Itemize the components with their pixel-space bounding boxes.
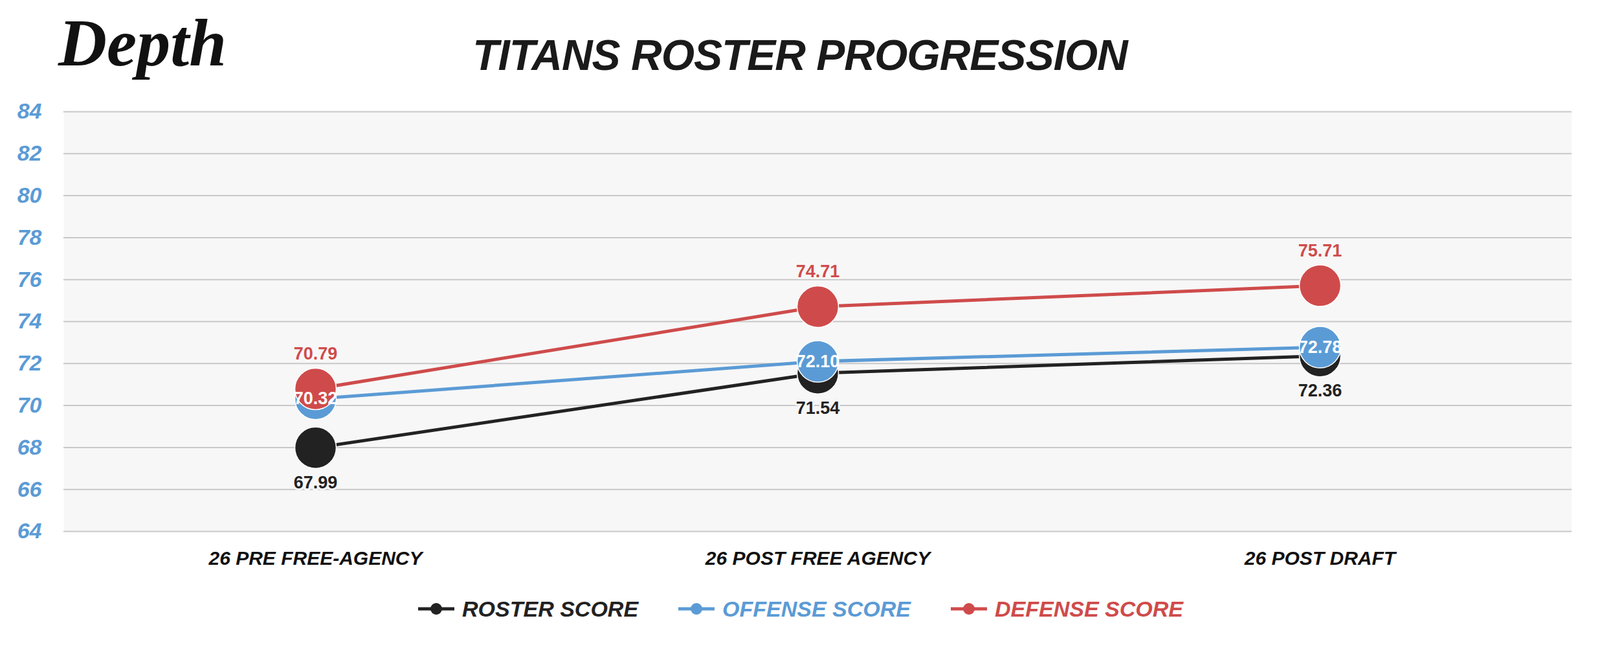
svg-text:80: 80 — [17, 182, 43, 208]
svg-text:74: 74 — [17, 308, 43, 333]
svg-text:68: 68 — [17, 434, 43, 459]
html-text:Depth: Depth — [58, 5, 227, 80]
svg-text:76: 76 — [17, 266, 43, 292]
svg-text:70.79: 70.79 — [293, 343, 338, 364]
svg-text:78: 78 — [17, 224, 43, 250]
svg-text:75.71: 75.71 — [1298, 240, 1343, 261]
svg-text:82: 82 — [17, 140, 43, 166]
svg-text:26 POST DRAFT: 26 POST DRAFT — [1244, 546, 1398, 569]
svg-text:70.32: 70.32 — [293, 388, 338, 408]
svg-text:84: 84 — [17, 98, 43, 123]
svg-text:70: 70 — [17, 392, 43, 417]
svg-text:26 PRE FREE-AGENCY: 26 PRE FREE-AGENCY — [207, 546, 424, 569]
html-text:ROSTER SCORE: ROSTER SCORE — [462, 595, 639, 621]
svg-text:72.10: 72.10 — [796, 351, 841, 371]
svg-text:26 POST FREE AGENCY: 26 POST FREE AGENCY — [704, 546, 933, 569]
svg-text:67.99: 67.99 — [293, 472, 338, 492]
svg-text:72.78: 72.78 — [1298, 337, 1343, 357]
svg-text:64: 64 — [17, 517, 43, 543]
svg-text:71.54: 71.54 — [796, 398, 841, 418]
svg-text:72.36: 72.36 — [1298, 380, 1343, 400]
html-text:OFFENSE SCORE: OFFENSE SCORE — [722, 595, 911, 621]
html-text:TITANS ROSTER PROGRESSION: TITANS ROSTER PROGRESSION — [472, 31, 1128, 79]
svg-text:66: 66 — [17, 476, 43, 501]
html-text:DEFENSE SCORE: DEFENSE SCORE — [994, 595, 1184, 621]
svg-text:74.71: 74.71 — [796, 261, 841, 281]
svg-text:72: 72 — [17, 350, 43, 375]
